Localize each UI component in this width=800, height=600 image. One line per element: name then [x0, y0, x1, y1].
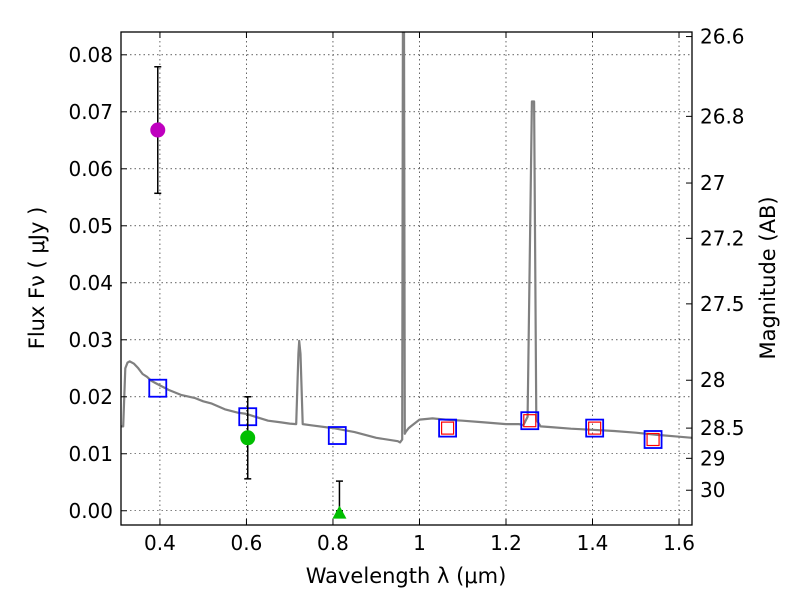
x-tick-label: 0.6 [231, 531, 263, 555]
grid-lines [121, 32, 692, 525]
x-axis-title: Wavelength λ (μm) [306, 564, 507, 588]
x-tick-label: 1.4 [577, 531, 609, 555]
y-tick-label: 0.08 [68, 43, 113, 67]
y2-tick-label: 27.2 [700, 226, 745, 250]
y2-tick-label: 28.5 [700, 416, 745, 440]
y2-tick-label: 27 [700, 171, 725, 195]
tick-layer: 0.4 0.6 0.8 1 1.2 1.4 1.6 0.00 0.01 0.02 0.03 0.04 0… [68, 25, 744, 555]
observed-point [150, 122, 166, 138]
photometry-square [148, 378, 168, 398]
y-tick-label: 0.00 [68, 499, 113, 523]
photometry-square [327, 426, 347, 445]
upper-limit-triangle [332, 505, 347, 519]
x-tick-label: 1.6 [663, 531, 695, 555]
y-tick-label: 0.07 [68, 100, 113, 124]
photometry-square [585, 418, 605, 438]
photometry-square [438, 418, 457, 438]
x-tick-label: 0.8 [317, 531, 349, 555]
y2-tick-label: 26.6 [700, 25, 745, 49]
plot-frame [120, 31, 693, 526]
y-axis-title: Flux Fν ( μJy ) [25, 207, 49, 350]
y-tick-label: 0.04 [68, 271, 113, 295]
y2-tick-label: 26.8 [700, 104, 745, 128]
y2-tick-label: 27.5 [700, 292, 745, 316]
y-tick-label: 0.06 [68, 157, 113, 181]
photometry-square [520, 411, 540, 431]
photometry-square [643, 430, 663, 449]
y-tick-label: 0.05 [68, 214, 113, 238]
y2-tick-label: 28 [700, 368, 725, 392]
y2-tick-label: 30 [700, 478, 725, 502]
y-tick-label: 0.01 [68, 442, 113, 466]
x-tick-label: 1.2 [490, 531, 522, 555]
marker-layer [148, 66, 663, 519]
y2-axis-title: Magnitude (AB) [756, 196, 780, 359]
x-tick-label: 1 [413, 531, 426, 555]
x-tick-label: 0.4 [144, 531, 176, 555]
photometry-square-red [440, 421, 455, 435]
observed-point [240, 430, 256, 446]
y2-tick-label: 29 [700, 446, 725, 470]
photometry-square-red [588, 421, 602, 435]
photometry-square-red [523, 414, 537, 428]
y-tick-label: 0.02 [68, 385, 113, 409]
y-tick-label: 0.03 [68, 328, 113, 352]
sed-line [121, 32, 692, 444]
photometry-square-red [646, 432, 660, 447]
series-layer [121, 32, 692, 444]
